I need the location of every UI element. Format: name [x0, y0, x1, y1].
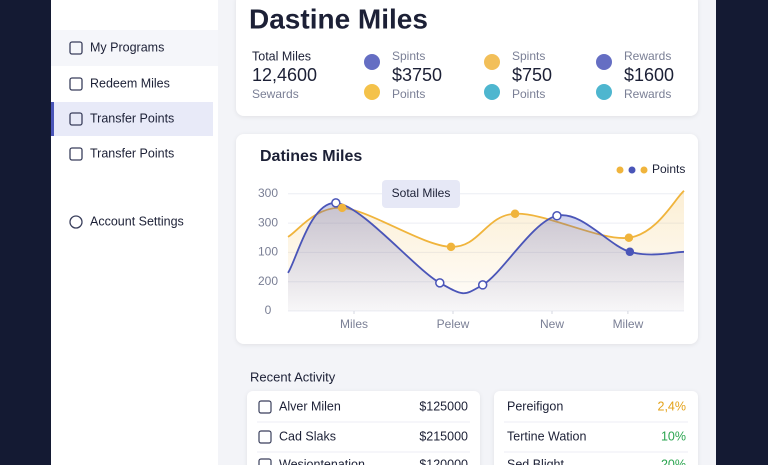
header-card: [236, 0, 698, 116]
nav-icon: [69, 215, 83, 229]
legend-dot: [628, 166, 636, 174]
area: [288, 202, 684, 311]
chart-title: Datines Miles: [260, 148, 362, 165]
activity-card: [494, 391, 698, 465]
activity-name: Tertine Wation: [507, 429, 586, 443]
activity-name: Wesiontenation: [279, 457, 365, 465]
activity-list: Alver Milen $125000 Cad Slaks $215000 Wesion…: [257, 399, 688, 465]
point: [477, 280, 488, 290]
nav-item[interactable]: My Programs: [90, 40, 164, 54]
tooltip-bg: [382, 180, 460, 208]
nav-item[interactable]: Transfer Points: [90, 146, 174, 160]
x-tick-label: Miles: [340, 317, 368, 331]
y-tick-label: 300: [258, 215, 278, 229]
point: [624, 233, 634, 242]
stat-value: $1600: [624, 65, 674, 85]
nav-item[interactable]: Redeem Miles: [90, 76, 170, 90]
point: [446, 242, 456, 252]
activity-name: Cad Slaks: [279, 429, 336, 443]
stat-sub: Points: [512, 87, 545, 101]
nav-item[interactable]: Account Settings: [90, 214, 184, 228]
nav-item[interactable]: Transfer Points: [90, 111, 174, 125]
activity-amount: $125000: [419, 399, 468, 413]
activity-card: [247, 391, 480, 465]
nav-active-bar: [51, 102, 54, 136]
legend-label: Points: [652, 162, 685, 176]
activity-name: Pereifigon: [507, 399, 563, 413]
activity-change: 20%: [661, 457, 686, 465]
stat-icon: [596, 54, 612, 70]
x-tick-label: Pelew: [437, 317, 470, 331]
stat-icon: [364, 54, 380, 70]
nav-icon: [69, 41, 83, 55]
nav-bg: [51, 30, 218, 66]
activity-icon: [258, 458, 272, 465]
point: [331, 198, 341, 208]
activity-amount: $120000: [419, 457, 468, 465]
activity-change: 10%: [661, 429, 686, 443]
activity-name: Alver Milen: [279, 399, 341, 413]
stat-label: Spints: [512, 49, 545, 63]
point: [510, 209, 520, 218]
nav-icon: [69, 147, 83, 161]
y-tick-label: 0: [265, 303, 272, 317]
x-tick-label: Milew: [613, 317, 644, 331]
point: [625, 247, 635, 257]
activity-icon: [258, 400, 272, 414]
page-title: Dastine Miles: [249, 3, 428, 34]
legend-dot: [616, 166, 624, 174]
legend-dot: [640, 166, 648, 174]
activity-icon: [258, 430, 272, 444]
chart: Datines Miles 0 200 100 300 300 Miles Pelew New…: [258, 148, 685, 331]
stat-label: Total Miles: [252, 49, 311, 63]
point: [552, 211, 562, 221]
activity-title: Recent Activity: [250, 369, 336, 384]
x-tick-label: New: [540, 317, 564, 331]
point: [435, 278, 445, 288]
activity-name: Sed Blight: [507, 457, 565, 465]
sidebar: [51, 0, 218, 465]
point: [337, 203, 347, 213]
activity-change: 2,4%: [658, 399, 687, 413]
stat-sub-icon: [364, 84, 380, 100]
stat-icon: [484, 54, 500, 70]
tooltip: Sotal Miles: [392, 186, 451, 200]
y-tick-label: 300: [258, 186, 278, 200]
stat-value: 12,4600: [252, 65, 317, 85]
stat-value: $750: [512, 65, 552, 85]
stat-sub-icon: [596, 84, 612, 100]
sidebar-nav: My Programs Redeem Miles Transfer Points Tr…: [51, 30, 218, 229]
y-tick-label: 100: [258, 245, 278, 259]
stat-sub: Points: [392, 87, 425, 101]
stat-sub-icon: [484, 84, 500, 100]
stat-sub: Sewards: [252, 87, 299, 101]
stat-sub: Rewards: [624, 87, 671, 101]
stats: Total Miles 12,4600 Sewards Spints $3750 Poin…: [252, 49, 674, 101]
nav-active-bg: [51, 102, 213, 136]
activity-amount: $215000: [419, 429, 468, 443]
stat-label: Spints: [392, 49, 425, 63]
y-tick-label: 200: [258, 274, 278, 288]
nav-icon: [69, 112, 83, 126]
nav-icon: [69, 77, 83, 91]
stat-value: $3750: [392, 65, 442, 85]
stat-label: Rewards: [624, 49, 671, 63]
